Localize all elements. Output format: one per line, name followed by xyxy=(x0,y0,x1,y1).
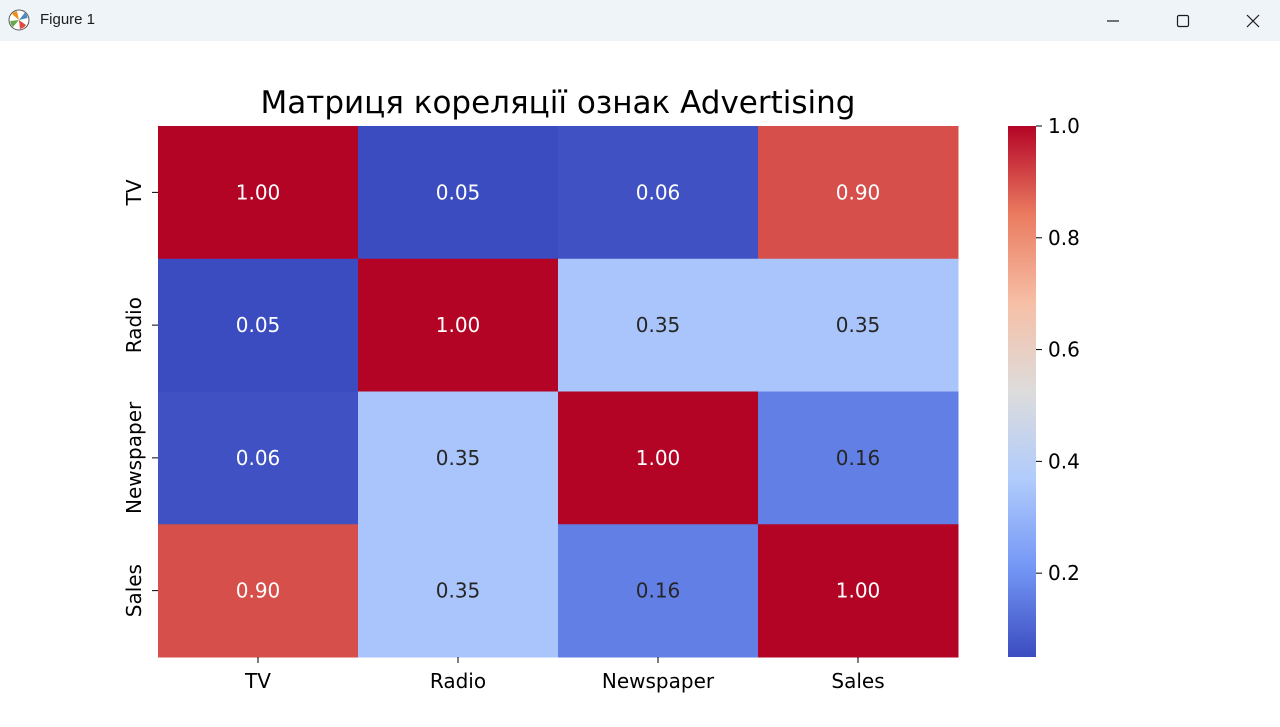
cell-annotation: 0.06 xyxy=(236,446,281,470)
heatmap-cell xyxy=(758,258,959,392)
heatmap-cells xyxy=(158,126,959,658)
y-tick-label: TV xyxy=(122,179,146,206)
maximize-button[interactable] xyxy=(1148,0,1218,41)
x-tick-label: Newspaper xyxy=(602,669,715,693)
y-tick-label: Radio xyxy=(122,297,146,353)
x-axis: TV Radio Newspaper Sales xyxy=(244,657,885,693)
y-tick-label: Newspaper xyxy=(122,401,146,514)
y-axis: TV Radio Newspaper Sales xyxy=(122,179,158,617)
heatmap-cell xyxy=(758,126,959,260)
colorbar-tick-label: 0.8 xyxy=(1048,226,1080,250)
heatmap-cell xyxy=(158,524,359,658)
colorbar-axis: 0.2 0.4 0.6 0.8 1.0 xyxy=(1036,114,1080,585)
correlation-heatmap: Матриця кореляції ознак Advertising 1.00… xyxy=(122,85,1080,693)
heatmap-cell xyxy=(558,258,759,392)
colorbar-tick-label: 0.4 xyxy=(1048,449,1080,473)
heatmap-annotations: 1.00 0.05 0.06 0.90 0.05 1.00 0.35 0.35 0.06 0.35… xyxy=(236,180,881,602)
figure-canvas: Матриця кореляції ознак Advertising 1.00… xyxy=(0,41,1280,727)
cell-annotation: 0.16 xyxy=(636,579,681,603)
heatmap-cell xyxy=(558,126,759,260)
close-icon xyxy=(1246,14,1260,27)
title-bar: Figure 1 xyxy=(0,0,1280,41)
x-tick-label: TV xyxy=(244,669,271,693)
cell-annotation: 0.90 xyxy=(836,180,881,204)
colorbar-tick-label: 1.0 xyxy=(1048,114,1080,138)
heatmap-cell xyxy=(558,391,759,525)
cell-annotation: 1.00 xyxy=(636,446,681,470)
cell-annotation: 0.90 xyxy=(236,579,281,603)
heatmap-cell xyxy=(358,258,559,392)
chart-title: Матриця кореляції ознак Advertising xyxy=(261,85,856,121)
maximize-icon xyxy=(1176,14,1190,27)
cell-annotation: 0.35 xyxy=(436,446,481,470)
cell-annotation: 0.35 xyxy=(636,313,681,337)
x-tick-label: Radio xyxy=(430,669,486,693)
cell-annotation: 0.05 xyxy=(236,313,281,337)
cell-annotation: 0.35 xyxy=(436,579,481,603)
minimize-icon xyxy=(1107,19,1119,22)
minimize-button[interactable] xyxy=(1078,0,1148,41)
cell-annotation: 0.05 xyxy=(436,180,481,204)
colorbar-tick-label: 0.2 xyxy=(1048,561,1080,585)
heatmap-cell xyxy=(758,524,959,658)
heatmap-cell xyxy=(358,391,559,525)
close-button[interactable] xyxy=(1218,0,1280,41)
x-tick-label: Sales xyxy=(831,669,884,693)
cell-annotation: 0.16 xyxy=(836,446,881,470)
matplotlib-logo-icon xyxy=(8,9,30,31)
heatmap-cell xyxy=(558,524,759,658)
heatmap-cell xyxy=(158,391,359,525)
colorbar-tick-label: 0.6 xyxy=(1048,338,1080,362)
cell-annotation: 0.06 xyxy=(636,180,681,204)
heatmap-cell xyxy=(358,126,559,260)
colorbar xyxy=(1008,126,1036,657)
heatmap-cell xyxy=(158,258,359,392)
heatmap-cell xyxy=(358,524,559,658)
heatmap-cell xyxy=(758,391,959,525)
y-tick-label: Sales xyxy=(122,564,146,617)
window-title: Figure 1 xyxy=(40,11,96,28)
cell-annotation: 1.00 xyxy=(836,579,881,603)
cell-annotation: 1.00 xyxy=(436,313,481,337)
heatmap-cell xyxy=(158,126,359,260)
cell-annotation: 1.00 xyxy=(236,180,281,204)
cell-annotation: 0.35 xyxy=(836,313,881,337)
